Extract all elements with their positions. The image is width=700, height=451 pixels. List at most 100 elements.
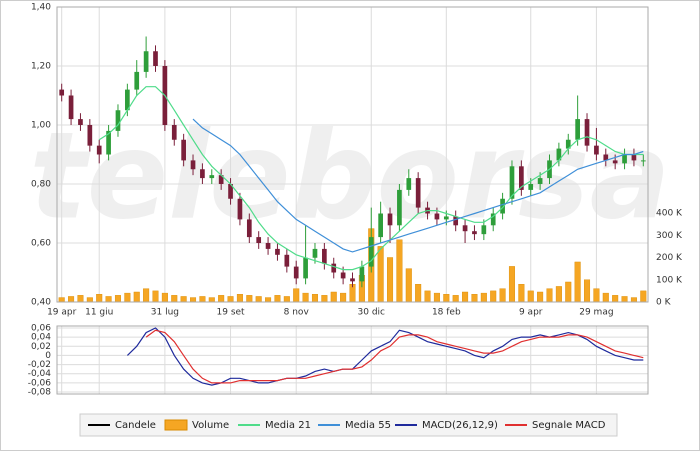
y2-tick-label: 0 K (656, 298, 672, 308)
y-tick-label: 1,40 (31, 3, 51, 13)
volume-bar (377, 246, 384, 303)
legend-label: Media 55 (345, 420, 391, 431)
candle-body (134, 71, 140, 90)
volume-bar (293, 288, 300, 303)
candle-body (228, 184, 233, 199)
macd-panel: 0,060,040,020-0,02-0,04-0,06-0,08 (28, 324, 648, 398)
candle-body (631, 154, 637, 161)
y-tick-label: -0,02 (28, 360, 51, 370)
y-tick-label: 1,20 (31, 62, 51, 72)
volume-bar (499, 288, 506, 303)
volume-bar (621, 296, 628, 303)
volume-bar (58, 297, 65, 303)
y2-tick-label: 100 K (656, 275, 683, 285)
candle-body (350, 278, 355, 282)
volume-bar (199, 296, 206, 303)
candle-body (284, 254, 290, 267)
volume-bar (105, 296, 112, 303)
volume-bar (96, 294, 103, 303)
volume-bar (490, 290, 497, 303)
y-tick-label: -0,08 (28, 388, 52, 398)
candle-body (171, 125, 177, 140)
candle-body (434, 213, 440, 220)
x-tick-label: 11 giu (85, 308, 113, 318)
line-series (98, 86, 644, 271)
candle-body (537, 178, 543, 184)
candle-body (153, 51, 158, 66)
volume-bar (311, 294, 318, 303)
volume-bar (302, 292, 309, 303)
volume-bar (396, 239, 403, 303)
volume-bar (114, 295, 121, 303)
candle-body (340, 272, 346, 279)
volume-bar (424, 290, 431, 303)
y-tick-label: 0,40 (31, 298, 51, 308)
volume-bar (405, 268, 412, 303)
volume-bar (593, 288, 600, 303)
candle-body (640, 160, 646, 162)
candle-body (584, 119, 590, 146)
volume-bar (340, 292, 347, 303)
legend-label: Segnale MACD (532, 420, 606, 431)
x-tick-label: 19 apr (47, 308, 77, 318)
candle-body (359, 266, 365, 282)
legend-label: Volume (192, 420, 229, 431)
candle-body (78, 119, 83, 125)
volume-bar (584, 279, 591, 303)
volume-bar (452, 295, 459, 303)
candle-body (603, 154, 609, 161)
volume-bar (246, 295, 253, 303)
candle-body (368, 237, 374, 267)
volume-bar (143, 288, 150, 303)
volume-bar (255, 296, 262, 303)
candle-body (622, 154, 627, 164)
candle-body (397, 189, 402, 226)
x-tick-label: 30 dic (358, 308, 386, 318)
x-tick-label: 8 nov (284, 308, 310, 318)
candle-body (106, 130, 111, 155)
price-frame (56, 6, 649, 303)
volume-bar (227, 296, 234, 303)
candle-body (509, 166, 515, 199)
x-tick-label: 29 mag (579, 308, 613, 318)
volume-bar (565, 281, 572, 303)
candle-body (293, 266, 299, 279)
candle-body (453, 216, 459, 226)
candle-body (481, 225, 487, 235)
candle-body (612, 160, 618, 164)
volume-bar (527, 290, 534, 303)
candle-body (200, 169, 205, 179)
candle-body (87, 125, 93, 146)
y-tick-label: 0,04 (31, 333, 51, 343)
candle-body (331, 263, 337, 273)
candle-body (275, 248, 280, 255)
volume-bar (612, 295, 619, 303)
volume-bar (471, 294, 478, 303)
x-tick-label: 31 lug (151, 308, 179, 318)
y-tick-label: -0,06 (28, 378, 52, 388)
y2-tick-label: 200 K (656, 253, 683, 263)
y2-tick-label: 300 K (656, 231, 683, 241)
candle-body (519, 166, 524, 190)
volume-bar (265, 297, 272, 303)
candle-body (500, 198, 505, 214)
volume-bar (152, 290, 159, 303)
candle-body (303, 257, 308, 279)
volume-bar (124, 292, 131, 303)
volume-bar (218, 295, 225, 303)
volume-bar (208, 297, 215, 303)
y-tick-label: 0,06 (31, 324, 51, 334)
volume-bar (283, 296, 290, 303)
volume-bar (321, 295, 328, 303)
legend-label: MACD(26,12,9) (422, 420, 498, 431)
candle-body (387, 213, 393, 226)
candle-body (256, 237, 262, 243)
candle-body (462, 225, 468, 232)
volume-bar (171, 295, 178, 303)
candle-body (59, 89, 65, 96)
x-tick-label: 19 set (217, 308, 246, 318)
y2-tick-label: 400 K (656, 209, 683, 219)
candle-body (209, 175, 215, 179)
volume-bar (546, 288, 553, 303)
